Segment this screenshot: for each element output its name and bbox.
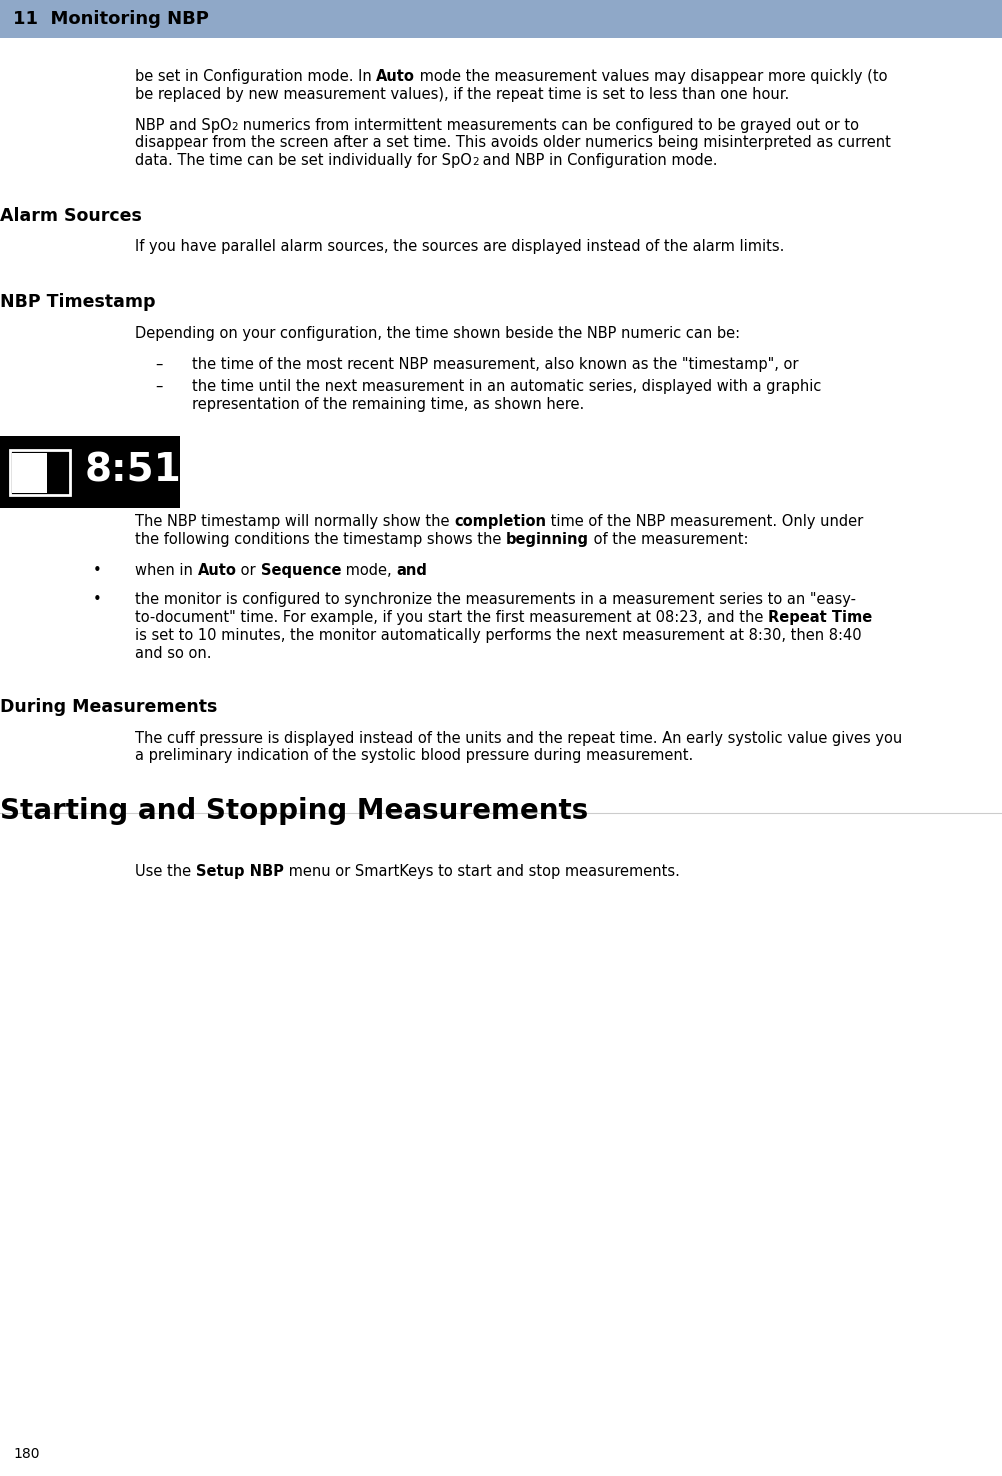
Text: NBP and SpO: NBP and SpO [135, 118, 231, 133]
Text: Auto: Auto [376, 69, 415, 84]
Text: and: and [396, 562, 427, 577]
Text: and so on.: and so on. [135, 645, 211, 661]
FancyBboxPatch shape [12, 453, 47, 493]
Text: 8:51: 8:51 [85, 452, 181, 490]
FancyBboxPatch shape [10, 450, 70, 494]
Text: to-document" time. For example, if you start the first measurement at 08:23, and: to-document" time. For example, if you s… [135, 610, 768, 624]
Text: –: – [155, 357, 162, 372]
Text: •: • [93, 562, 101, 577]
Text: is set to 10 minutes, the monitor automatically performs the next measurement at: is set to 10 minutes, the monitor automa… [135, 627, 861, 642]
Text: Depending on your configuration, the time shown beside the NBP numeric can be:: Depending on your configuration, the tim… [135, 326, 739, 341]
Text: The cuff pressure is displayed instead of the units and the repeat time. An earl: The cuff pressure is displayed instead o… [135, 731, 902, 745]
Text: and NBP in Configuration mode.: and NBP in Configuration mode. [478, 154, 717, 168]
Text: be set in Configuration mode. In: be set in Configuration mode. In [135, 69, 376, 84]
Text: a preliminary indication of the systolic blood pressure during measurement.: a preliminary indication of the systolic… [135, 748, 692, 763]
Text: 2: 2 [471, 158, 478, 167]
Text: Auto: Auto [197, 562, 236, 577]
Text: Alarm Sources: Alarm Sources [0, 207, 141, 224]
Text: numerics from intermittent measurements can be configured to be grayed out or to: numerics from intermittent measurements … [238, 118, 859, 133]
Text: beginning: beginning [505, 531, 588, 546]
Text: Use the: Use the [135, 863, 195, 878]
Text: 11  Monitoring NBP: 11 Monitoring NBP [13, 10, 208, 28]
Text: be replaced by new measurement values), if the repeat time is set to less than o: be replaced by new measurement values), … [135, 87, 789, 102]
Text: mode the measurement values may disappear more quickly (to: mode the measurement values may disappea… [415, 69, 887, 84]
Text: •: • [93, 592, 101, 607]
Text: –: – [155, 379, 162, 394]
Text: the time of the most recent NBP measurement, also known as the "timestamp", or: the time of the most recent NBP measurem… [191, 357, 798, 372]
Text: 180: 180 [13, 1446, 39, 1461]
Text: time of the NBP measurement. Only under: time of the NBP measurement. Only under [545, 514, 863, 528]
FancyBboxPatch shape [0, 435, 179, 508]
Text: 2: 2 [231, 123, 238, 131]
Text: Repeat Time: Repeat Time [768, 610, 872, 624]
Text: the time until the next measurement in an automatic series, displayed with a gra: the time until the next measurement in a… [191, 379, 821, 394]
Text: disappear from the screen after a set time. This avoids older numerics being mis: disappear from the screen after a set ti… [135, 136, 890, 151]
Text: completion: completion [454, 514, 545, 528]
Text: During Measurements: During Measurements [0, 698, 217, 716]
Text: Starting and Stopping Measurements: Starting and Stopping Measurements [0, 797, 587, 825]
Text: NBP Timestamp: NBP Timestamp [0, 294, 155, 311]
Text: Sequence: Sequence [261, 562, 341, 577]
Text: If you have parallel alarm sources, the sources are displayed instead of the ala: If you have parallel alarm sources, the … [135, 239, 784, 254]
Text: the following conditions the timestamp shows the: the following conditions the timestamp s… [135, 531, 505, 546]
Text: when in: when in [135, 562, 197, 577]
Text: representation of the remaining time, as shown here.: representation of the remaining time, as… [191, 397, 584, 412]
Text: the monitor is configured to synchronize the measurements in a measurement serie: the monitor is configured to synchronize… [135, 592, 855, 607]
Text: Setup NBP: Setup NBP [195, 863, 284, 878]
Text: mode,: mode, [341, 562, 396, 577]
Text: menu or SmartKeys to start and stop measurements.: menu or SmartKeys to start and stop meas… [284, 863, 678, 878]
Text: data. The time can be set individually for SpO: data. The time can be set individually f… [135, 154, 471, 168]
Text: or: or [236, 562, 261, 577]
FancyBboxPatch shape [0, 0, 1002, 38]
Text: The NBP timestamp will normally show the: The NBP timestamp will normally show the [135, 514, 454, 528]
Text: of the measurement:: of the measurement: [588, 531, 747, 546]
